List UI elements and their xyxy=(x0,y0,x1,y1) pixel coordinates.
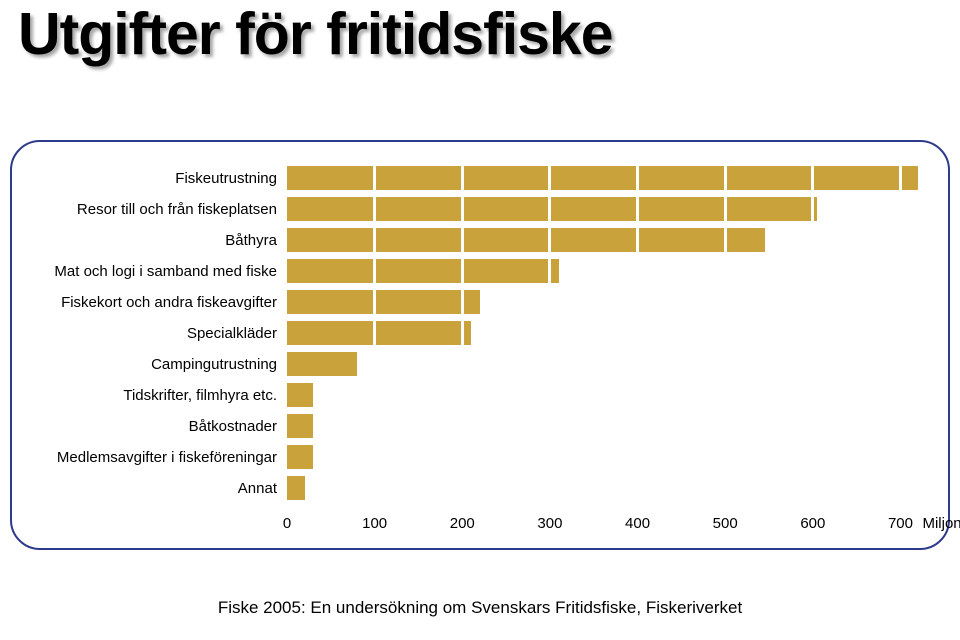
bar-track xyxy=(287,414,918,438)
category-label: Fiskekort och andra fiskeavgifter xyxy=(42,294,287,311)
category-label: Båthyra xyxy=(42,232,287,249)
tick-label: 700 xyxy=(888,515,913,532)
bar-track xyxy=(287,383,918,407)
bar-track xyxy=(287,259,918,283)
grid-line xyxy=(373,166,376,510)
x-axis: 0100200300400500600700Miljoner kronor xyxy=(42,511,918,538)
bar-row: Campingutrustning xyxy=(42,352,918,376)
tick-label: 200 xyxy=(450,515,475,532)
bar-row: Båthyra xyxy=(42,228,918,252)
axis-unit-label: Miljoner kronor xyxy=(922,515,960,532)
bar-row: Båtkostnader xyxy=(42,414,918,438)
bar xyxy=(287,352,357,376)
grid-line xyxy=(724,166,727,510)
tick-label: 400 xyxy=(625,515,650,532)
grid-line xyxy=(899,166,902,510)
bar-track xyxy=(287,321,918,345)
tick-label: 100 xyxy=(362,515,387,532)
bar xyxy=(287,290,480,314)
chart-frame: Fiskeutrustning Resor till och från fiske… xyxy=(10,140,950,550)
bar xyxy=(287,259,559,283)
bar xyxy=(287,166,918,190)
category-label: Specialkläder xyxy=(42,325,287,342)
footer-source: Fiske 2005: En undersökning om Svenskars… xyxy=(0,598,960,618)
tick-label: 0 xyxy=(283,515,291,532)
bar-track xyxy=(287,445,918,469)
bar-track xyxy=(287,228,918,252)
bar-track xyxy=(287,197,918,221)
bar-chart: Fiskeutrustning Resor till och från fiske… xyxy=(42,166,918,538)
grid-line xyxy=(636,166,639,510)
grid-line xyxy=(548,166,551,510)
tick-label: 600 xyxy=(800,515,825,532)
grid-line xyxy=(461,166,464,510)
bar-row: Fiskekort och andra fiskeavgifter xyxy=(42,290,918,314)
tick-label: 300 xyxy=(537,515,562,532)
category-label: Annat xyxy=(42,480,287,497)
bar-row: Mat och logi i samband med fiske xyxy=(42,259,918,283)
bar-row: Medlemsavgifter i fiskeföreningar xyxy=(42,445,918,469)
bar-track xyxy=(287,476,918,500)
bar-row: Tidskrifter, filmhyra etc. xyxy=(42,383,918,407)
bar-track xyxy=(287,166,918,190)
bar-track xyxy=(287,290,918,314)
category-label: Tidskrifter, filmhyra etc. xyxy=(42,387,287,404)
bar xyxy=(287,383,313,407)
bar-row: Fiskeutrustning xyxy=(42,166,918,190)
bar xyxy=(287,445,313,469)
grid-line xyxy=(811,166,814,510)
category-label: Båtkostnader xyxy=(42,418,287,435)
bar xyxy=(287,414,313,438)
bar-track xyxy=(287,352,918,376)
bar-row: Specialkläder xyxy=(42,321,918,345)
bar-row: Resor till och från fiskeplatsen xyxy=(42,197,918,221)
bar xyxy=(287,476,305,500)
category-label: Resor till och från fiskeplatsen xyxy=(42,201,287,218)
bar-row: Annat xyxy=(42,476,918,500)
tick-label: 500 xyxy=(713,515,738,532)
axis-track: 0100200300400500600700Miljoner kronor xyxy=(287,511,918,538)
page-title: Utgifter för fritidsfiske xyxy=(18,0,613,68)
category-label: Mat och logi i samband med fiske xyxy=(42,263,287,280)
bar xyxy=(287,321,471,345)
category-label: Fiskeutrustning xyxy=(42,170,287,187)
category-label: Medlemsavgifter i fiskeföreningar xyxy=(42,449,287,466)
category-label: Campingutrustning xyxy=(42,356,287,373)
bar xyxy=(287,228,765,252)
bar xyxy=(287,197,817,221)
